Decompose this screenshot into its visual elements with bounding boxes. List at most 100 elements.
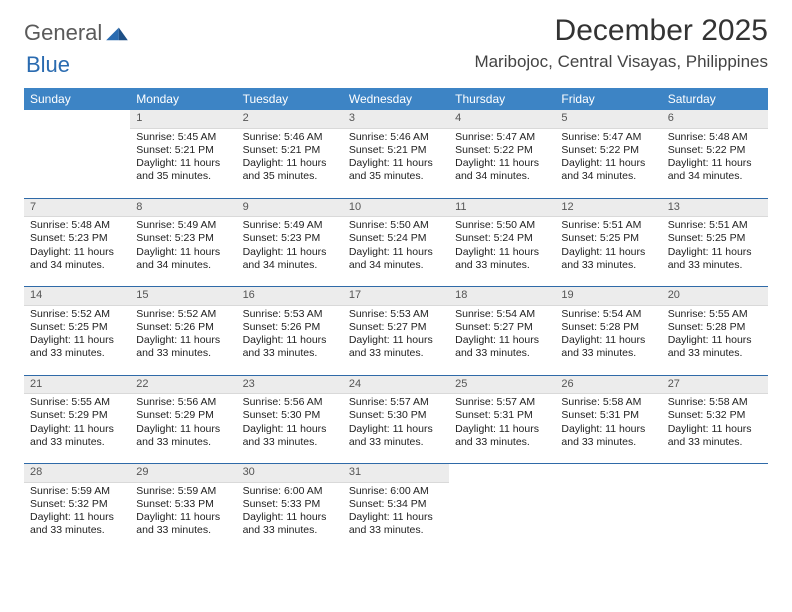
day-cell: 4Sunrise: 5:47 AMSunset: 5:22 PMDaylight… xyxy=(449,110,555,198)
day-cell xyxy=(449,464,555,552)
sunrise-line: Sunrise: 5:51 AM xyxy=(668,219,762,232)
day-cell: 2Sunrise: 5:46 AMSunset: 5:21 PMDaylight… xyxy=(237,110,343,198)
sunset-line: Sunset: 5:32 PM xyxy=(30,498,124,511)
daylight-line: Daylight: 11 hours and 33 minutes. xyxy=(561,246,655,272)
sunset-line: Sunset: 5:27 PM xyxy=(349,321,443,334)
day-body: Sunrise: 5:47 AMSunset: 5:22 PMDaylight:… xyxy=(555,129,661,188)
sunset-line: Sunset: 5:28 PM xyxy=(668,321,762,334)
day-cell: 15Sunrise: 5:52 AMSunset: 5:26 PMDayligh… xyxy=(130,287,236,375)
day-cell: 17Sunrise: 5:53 AMSunset: 5:27 PMDayligh… xyxy=(343,287,449,375)
day-body: Sunrise: 5:57 AMSunset: 5:30 PMDaylight:… xyxy=(343,394,449,453)
daylight-line: Daylight: 11 hours and 33 minutes. xyxy=(136,511,230,537)
sunset-line: Sunset: 5:25 PM xyxy=(30,321,124,334)
month-title: December 2025 xyxy=(474,14,768,48)
day-cell: 21Sunrise: 5:55 AMSunset: 5:29 PMDayligh… xyxy=(24,376,130,464)
logo-text-blue: Blue xyxy=(26,52,70,77)
daylight-line: Daylight: 11 hours and 33 minutes. xyxy=(561,423,655,449)
day-cell: 19Sunrise: 5:54 AMSunset: 5:28 PMDayligh… xyxy=(555,287,661,375)
day-cell: 31Sunrise: 6:00 AMSunset: 5:34 PMDayligh… xyxy=(343,464,449,552)
day-body: Sunrise: 5:49 AMSunset: 5:23 PMDaylight:… xyxy=(237,217,343,276)
sunrise-line: Sunrise: 5:56 AM xyxy=(243,396,337,409)
day-body: Sunrise: 5:58 AMSunset: 5:32 PMDaylight:… xyxy=(662,394,768,453)
sunset-line: Sunset: 5:29 PM xyxy=(30,409,124,422)
day-body: Sunrise: 5:52 AMSunset: 5:25 PMDaylight:… xyxy=(24,306,130,365)
day-number: 13 xyxy=(662,199,768,218)
sunrise-line: Sunrise: 5:59 AM xyxy=(30,485,124,498)
daylight-line: Daylight: 11 hours and 33 minutes. xyxy=(455,246,549,272)
day-number: 20 xyxy=(662,287,768,306)
day-body: Sunrise: 6:00 AMSunset: 5:34 PMDaylight:… xyxy=(343,483,449,542)
sunset-line: Sunset: 5:26 PM xyxy=(243,321,337,334)
sunrise-line: Sunrise: 5:50 AM xyxy=(349,219,443,232)
day-body: Sunrise: 5:52 AMSunset: 5:26 PMDaylight:… xyxy=(130,306,236,365)
sunrise-line: Sunrise: 5:57 AM xyxy=(455,396,549,409)
day-cell: 29Sunrise: 5:59 AMSunset: 5:33 PMDayligh… xyxy=(130,464,236,552)
day-number: 26 xyxy=(555,376,661,395)
day-number: 30 xyxy=(237,464,343,483)
day-cell: 30Sunrise: 6:00 AMSunset: 5:33 PMDayligh… xyxy=(237,464,343,552)
day-body: Sunrise: 5:54 AMSunset: 5:27 PMDaylight:… xyxy=(449,306,555,365)
day-cell: 25Sunrise: 5:57 AMSunset: 5:31 PMDayligh… xyxy=(449,376,555,464)
daylight-line: Daylight: 11 hours and 33 minutes. xyxy=(455,334,549,360)
sunset-line: Sunset: 5:30 PM xyxy=(243,409,337,422)
sunrise-line: Sunrise: 5:58 AM xyxy=(668,396,762,409)
day-body: Sunrise: 5:48 AMSunset: 5:23 PMDaylight:… xyxy=(24,217,130,276)
sunset-line: Sunset: 5:21 PM xyxy=(136,144,230,157)
sunset-line: Sunset: 5:28 PM xyxy=(561,321,655,334)
day-number: 14 xyxy=(24,287,130,306)
day-body: Sunrise: 5:51 AMSunset: 5:25 PMDaylight:… xyxy=(662,217,768,276)
title-block: December 2025 Maribojoc, Central Visayas… xyxy=(474,14,768,72)
day-body: Sunrise: 5:50 AMSunset: 5:24 PMDaylight:… xyxy=(343,217,449,276)
daylight-line: Daylight: 11 hours and 33 minutes. xyxy=(30,511,124,537)
day-cell: 18Sunrise: 5:54 AMSunset: 5:27 PMDayligh… xyxy=(449,287,555,375)
day-number: 21 xyxy=(24,376,130,395)
logo: General xyxy=(24,20,130,46)
day-number: 1 xyxy=(130,110,236,129)
daylight-line: Daylight: 11 hours and 34 minutes. xyxy=(455,157,549,183)
sunrise-line: Sunrise: 5:49 AM xyxy=(243,219,337,232)
sunset-line: Sunset: 5:33 PM xyxy=(136,498,230,511)
day-cell: 7Sunrise: 5:48 AMSunset: 5:23 PMDaylight… xyxy=(24,199,130,287)
week-row: 14Sunrise: 5:52 AMSunset: 5:25 PMDayligh… xyxy=(24,287,768,375)
sunset-line: Sunset: 5:26 PM xyxy=(136,321,230,334)
day-number: 27 xyxy=(662,376,768,395)
day-cell: 8Sunrise: 5:49 AMSunset: 5:23 PMDaylight… xyxy=(130,199,236,287)
day-cell: 11Sunrise: 5:50 AMSunset: 5:24 PMDayligh… xyxy=(449,199,555,287)
daylight-line: Daylight: 11 hours and 33 minutes. xyxy=(136,423,230,449)
day-cell: 13Sunrise: 5:51 AMSunset: 5:25 PMDayligh… xyxy=(662,199,768,287)
daylight-line: Daylight: 11 hours and 33 minutes. xyxy=(349,334,443,360)
sunset-line: Sunset: 5:21 PM xyxy=(349,144,443,157)
sunrise-line: Sunrise: 5:47 AM xyxy=(561,131,655,144)
sunset-line: Sunset: 5:31 PM xyxy=(455,409,549,422)
day-body: Sunrise: 5:58 AMSunset: 5:31 PMDaylight:… xyxy=(555,394,661,453)
daylight-line: Daylight: 11 hours and 33 minutes. xyxy=(668,246,762,272)
sunset-line: Sunset: 5:23 PM xyxy=(243,232,337,245)
sunrise-line: Sunrise: 5:49 AM xyxy=(136,219,230,232)
day-cell xyxy=(24,110,130,198)
day-body: Sunrise: 5:50 AMSunset: 5:24 PMDaylight:… xyxy=(449,217,555,276)
sunset-line: Sunset: 5:34 PM xyxy=(349,498,443,511)
day-body: Sunrise: 5:47 AMSunset: 5:22 PMDaylight:… xyxy=(449,129,555,188)
sunrise-line: Sunrise: 6:00 AM xyxy=(349,485,443,498)
day-header: Tuesday xyxy=(237,88,343,110)
logo-text-general: General xyxy=(24,20,102,46)
day-body: Sunrise: 5:57 AMSunset: 5:31 PMDaylight:… xyxy=(449,394,555,453)
day-cell: 3Sunrise: 5:46 AMSunset: 5:21 PMDaylight… xyxy=(343,110,449,198)
day-cell: 26Sunrise: 5:58 AMSunset: 5:31 PMDayligh… xyxy=(555,376,661,464)
week-row: 21Sunrise: 5:55 AMSunset: 5:29 PMDayligh… xyxy=(24,376,768,464)
daylight-line: Daylight: 11 hours and 33 minutes. xyxy=(349,423,443,449)
day-cell: 6Sunrise: 5:48 AMSunset: 5:22 PMDaylight… xyxy=(662,110,768,198)
day-number: 16 xyxy=(237,287,343,306)
sunrise-line: Sunrise: 5:45 AM xyxy=(136,131,230,144)
week-row: 1Sunrise: 5:45 AMSunset: 5:21 PMDaylight… xyxy=(24,110,768,198)
day-number: 28 xyxy=(24,464,130,483)
location-text: Maribojoc, Central Visayas, Philippines xyxy=(474,52,768,72)
sunset-line: Sunset: 5:24 PM xyxy=(349,232,443,245)
sunrise-line: Sunrise: 5:50 AM xyxy=(455,219,549,232)
daylight-line: Daylight: 11 hours and 34 minutes. xyxy=(349,246,443,272)
logo-triangle-icon xyxy=(106,24,128,42)
day-body: Sunrise: 6:00 AMSunset: 5:33 PMDaylight:… xyxy=(237,483,343,542)
daylight-line: Daylight: 11 hours and 33 minutes. xyxy=(561,334,655,360)
calendar-head: SundayMondayTuesdayWednesdayThursdayFrid… xyxy=(24,88,768,110)
daylight-line: Daylight: 11 hours and 33 minutes. xyxy=(668,423,762,449)
